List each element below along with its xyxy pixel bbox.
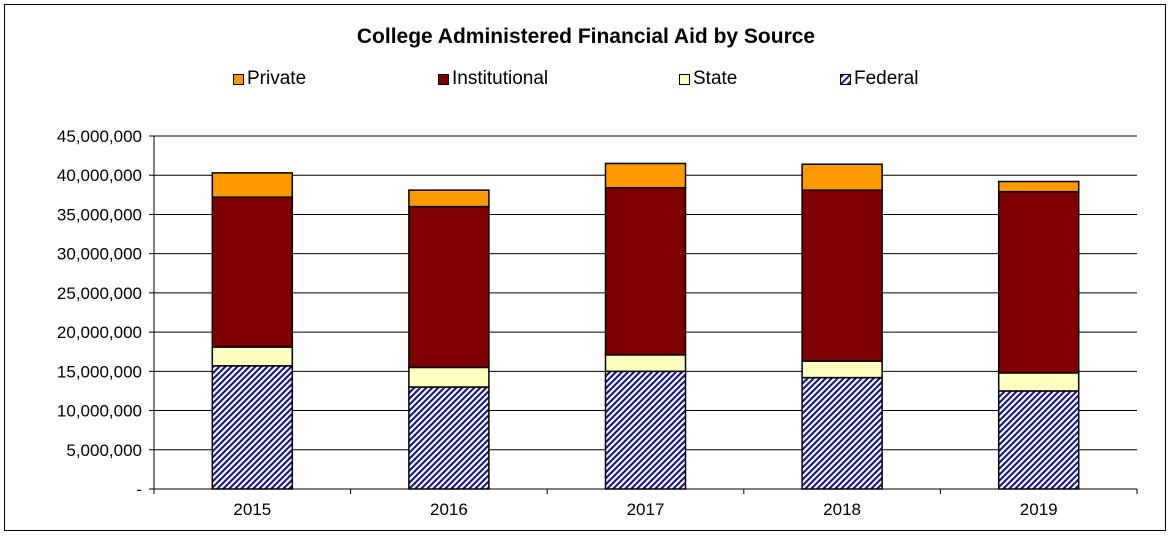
x-tick-label: 2015 (233, 500, 271, 519)
bar-federal-2018 (801, 376, 883, 490)
legend-label-state: State (693, 68, 738, 89)
bar-private-2016 (408, 189, 490, 208)
bar-private-2017 (604, 162, 687, 189)
legend-item-institutional: Institutional (438, 67, 548, 91)
x-tick-label: 2017 (627, 500, 665, 519)
x-tick-label: 2018 (823, 500, 861, 519)
legend-label-federal: Federal (854, 68, 919, 89)
bar-private-2019 (997, 180, 1080, 193)
bar-institutional-2019 (997, 190, 1080, 374)
bar-state-2015 (211, 346, 294, 367)
bar-federal-2015 (211, 365, 294, 490)
legend-item-federal: Federal (840, 67, 918, 91)
chart-frame: College Administered Financial Aid by So… (4, 4, 1166, 531)
legend-label-private: Private (247, 68, 307, 89)
bar-institutional-2017 (604, 187, 687, 356)
y-tick-label: 10,000,000 (57, 402, 142, 421)
y-tick-label: 5,000,000 (66, 441, 142, 460)
bar-private-2015 (211, 172, 294, 198)
legend-swatch-state (679, 73, 690, 85)
y-tick-label: - (136, 480, 142, 499)
plot-area: - 5,000,000 10,000,000 15,000,000 20,000,000… (57, 127, 1138, 519)
bar-state-2016 (408, 366, 490, 388)
x-tick-label: 2019 (1020, 500, 1058, 519)
y-tick-label: 35,000,000 (57, 205, 142, 224)
legend: Private Institutional State Federal (5, 67, 1165, 91)
y-tick-label: 15,000,000 (57, 362, 142, 381)
legend-swatch-federal (840, 73, 851, 85)
bar-institutional-2016 (408, 205, 490, 369)
bar-state-2019 (997, 372, 1080, 392)
bar-state-2018 (801, 360, 883, 379)
y-tick-label: 40,000,000 (57, 166, 142, 185)
y-tick-label: 20,000,000 (57, 323, 142, 342)
bar-institutional-2018 (801, 189, 883, 362)
bar-federal-2017 (604, 370, 687, 490)
legend-swatch-private (233, 73, 244, 85)
bar-state-2017 (604, 354, 687, 373)
y-tick-label: 45,000,000 (57, 127, 142, 146)
legend-swatch-institutional (438, 73, 449, 85)
bar-federal-2016 (408, 386, 490, 490)
legend-item-private: Private (233, 67, 306, 91)
chart-title: College Administered Financial Aid by So… (356, 25, 816, 48)
bar-private-2018 (801, 163, 883, 191)
y-tick-label: 30,000,000 (57, 245, 142, 264)
x-tick-label: 2016 (430, 500, 468, 519)
bar-institutional-2015 (211, 196, 294, 348)
y-tick-label: 25,000,000 (57, 284, 142, 303)
legend-item-state: State (679, 67, 737, 91)
legend-label-institutional: Institutional (452, 68, 549, 89)
bar-federal-2019 (997, 390, 1080, 490)
